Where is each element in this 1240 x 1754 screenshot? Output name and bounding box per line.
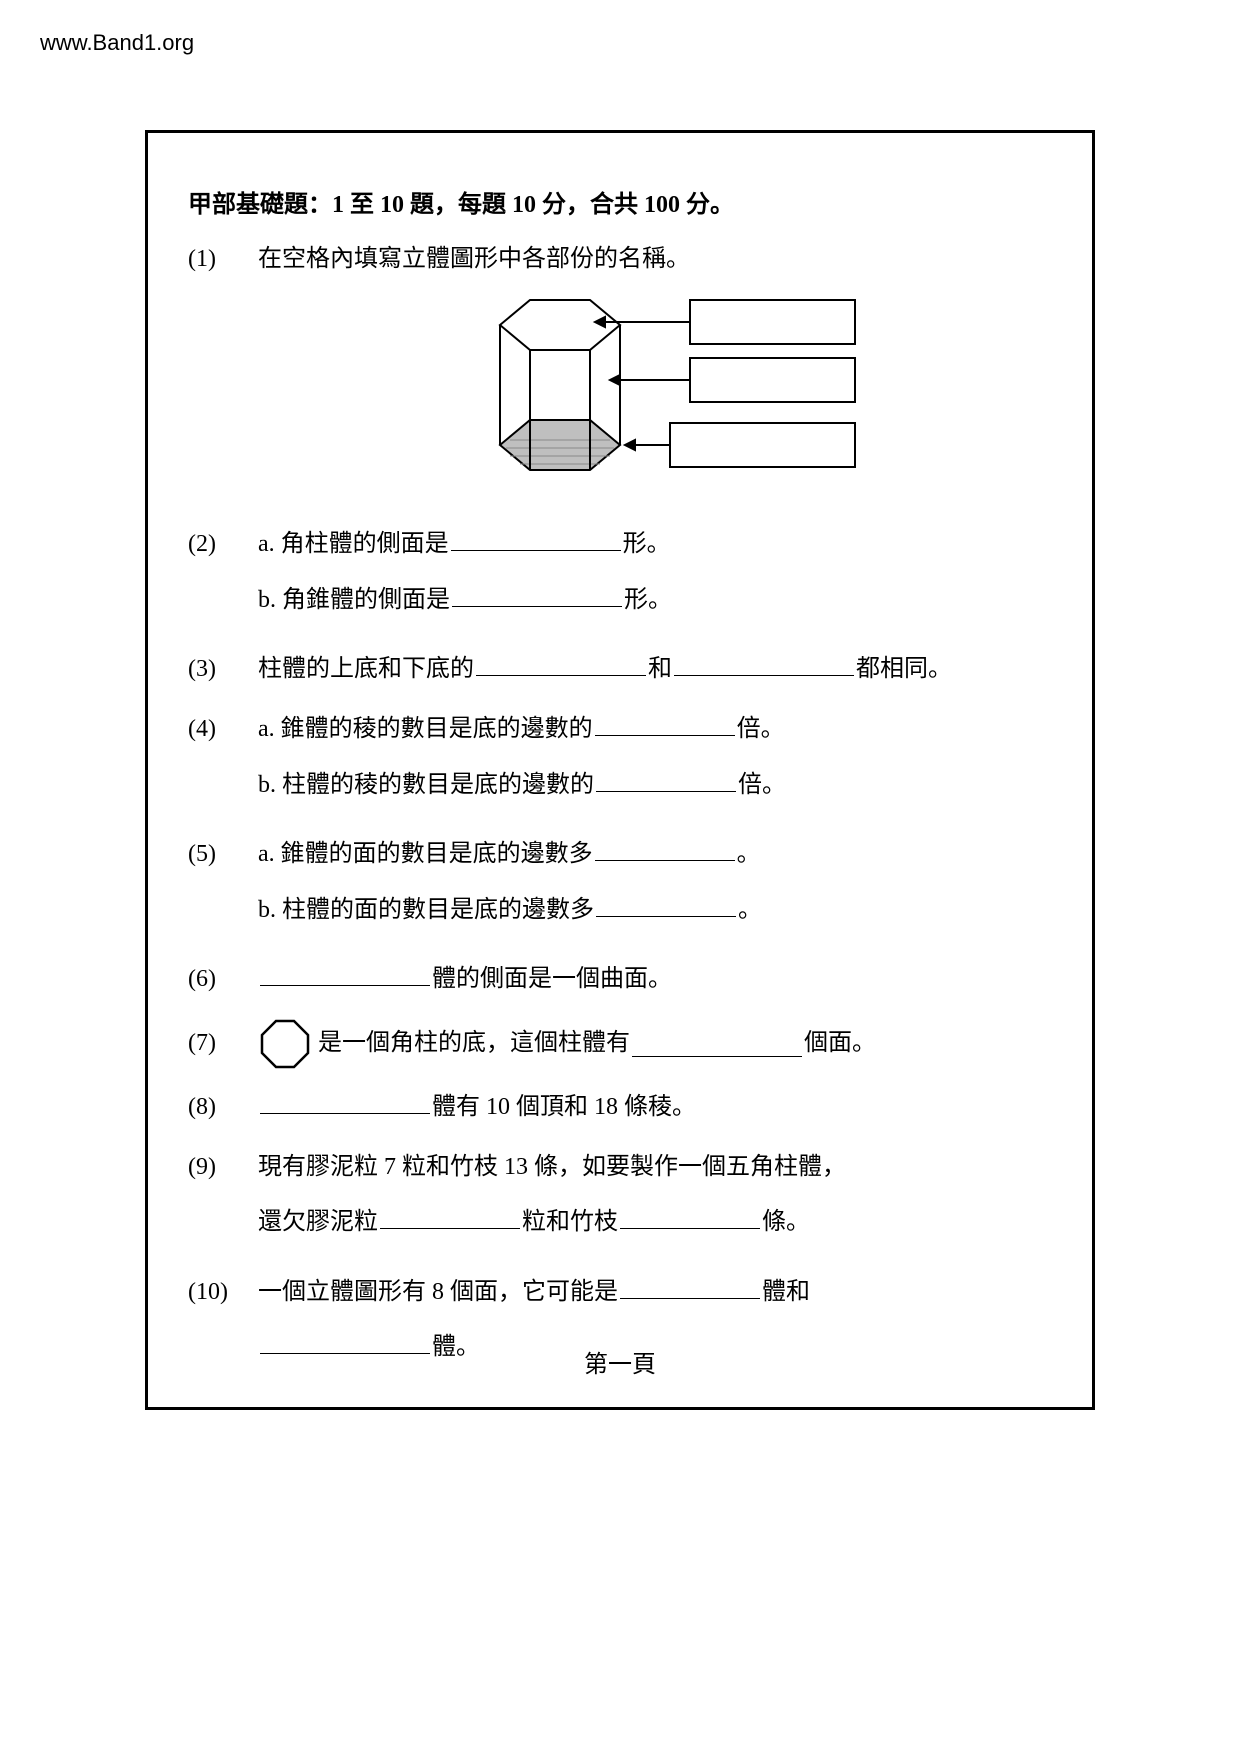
- q5b-post: 。: [738, 897, 762, 923]
- q2a-post: 形。: [623, 531, 671, 557]
- q6-post: 體的側面是一個曲面。: [432, 966, 672, 992]
- q2a-blank[interactable]: [451, 525, 621, 551]
- q1-text: 在空格內填寫立體圖形中各部份的名稱。: [258, 237, 1052, 283]
- q1-diagram: [258, 290, 1052, 490]
- q4a-pre: a. 錐體的稜的數目是底的邊數的: [258, 716, 593, 742]
- worksheet-frame: 甲部基礎題：1 至 10 題，每題 10 分，合共 100 分。 (1) 在空格…: [145, 130, 1095, 1410]
- question-6: (6) 體的側面是一個曲面。: [188, 957, 1052, 1003]
- q6-number: (6): [188, 957, 258, 1003]
- q5a: a. 錐體的面的數目是底的邊數多 。: [258, 832, 1052, 878]
- header-url: www.Band1.org: [40, 30, 194, 56]
- q4b-blank[interactable]: [596, 765, 736, 791]
- q7-number: (7): [188, 1021, 258, 1067]
- q2a: a. 角柱體的側面是 形。: [258, 522, 1052, 568]
- q7-blank[interactable]: [632, 1031, 802, 1057]
- q8-post: 體有 10 個頂和 18 條稜。: [432, 1094, 696, 1120]
- q4b: b. 柱體的稜的數目是底的邊數的 倍。: [258, 763, 1052, 809]
- question-3: (3) 柱體的上底和下底的 和 都相同。: [188, 647, 1052, 693]
- question-1: (1) 在空格內填寫立體圖形中各部份的名稱。: [188, 237, 1052, 509]
- q4a: a. 錐體的稜的數目是底的邊數的 倍。: [258, 707, 1052, 753]
- q5-number: (5): [188, 832, 258, 878]
- q9-blank-2[interactable]: [620, 1203, 760, 1229]
- q5a-blank[interactable]: [595, 835, 735, 861]
- q3-pre: 柱體的上底和下底的: [258, 656, 474, 682]
- question-4: (4) a. 錐體的稜的數目是底的邊數的倍。 b. 柱體的稜的數目是底的邊數的倍…: [188, 707, 1052, 818]
- q5a-post: 。: [737, 841, 761, 867]
- q4a-post: 倍。: [737, 716, 785, 742]
- q3-blank-2[interactable]: [674, 650, 854, 676]
- q8-number: (8): [188, 1085, 258, 1131]
- question-7: (7) 是一個角柱的底，這個柱體有 個面。: [188, 1017, 1052, 1071]
- q3-mid: 和: [648, 656, 672, 682]
- q10-line1-post: 體和: [762, 1279, 810, 1305]
- q3-post: 都相同。: [856, 656, 952, 682]
- label-box-top[interactable]: [690, 300, 855, 344]
- octagon-icon: [258, 1017, 312, 1071]
- q2b-blank[interactable]: [452, 580, 622, 606]
- q9-line2-pre: 還欠膠泥粒: [258, 1209, 378, 1235]
- q5b: b. 柱體的面的數目是底的邊數多 。: [258, 888, 1052, 934]
- q4a-blank[interactable]: [595, 710, 735, 736]
- q10-line1: 一個立體圖形有 8 個面，它可能是 體和: [258, 1270, 1052, 1316]
- question-8: (8) 體有 10 個頂和 18 條稜。: [188, 1085, 1052, 1131]
- q8-blank[interactable]: [260, 1088, 430, 1114]
- q6-blank[interactable]: [260, 960, 430, 986]
- q2b: b. 角錐體的側面是 形。: [258, 578, 1052, 624]
- q3-number: (3): [188, 647, 258, 693]
- q9-number: (9): [188, 1145, 258, 1191]
- q7-post: 個面。: [804, 1021, 876, 1067]
- q10-line1-pre: 一個立體圖形有 8 個面，它可能是: [258, 1279, 618, 1305]
- section-title: 甲部基礎題：1 至 10 題，每題 10 分，合共 100 分。: [188, 183, 1052, 229]
- q9-line2-mid: 粒和竹枝: [522, 1209, 618, 1235]
- q2a-pre: a. 角柱體的側面是: [258, 531, 449, 557]
- question-9: (9) 現有膠泥粒 7 粒和竹枝 13 條，如要製作一個五角柱體， 還欠膠泥粒 粒…: [188, 1145, 1052, 1256]
- q9-blank-1[interactable]: [380, 1203, 520, 1229]
- q5b-blank[interactable]: [596, 890, 736, 916]
- q4b-pre: b. 柱體的稜的數目是底的邊數的: [258, 772, 594, 798]
- q2b-post: 形。: [624, 587, 672, 613]
- q3-blank-1[interactable]: [476, 650, 646, 676]
- q10-blank-1[interactable]: [620, 1272, 760, 1298]
- q2b-pre: b. 角錐體的側面是: [258, 587, 450, 613]
- q5b-pre: b. 柱體的面的數目是底的邊數多: [258, 897, 594, 923]
- question-5: (5) a. 錐體的面的數目是底的邊數多。 b. 柱體的面的數目是底的邊數多。: [188, 832, 1052, 943]
- q9-line2-post: 條。: [762, 1209, 810, 1235]
- q1-number: (1): [188, 237, 258, 283]
- q10-number: (10): [188, 1270, 258, 1316]
- prism-bottom-face: [500, 420, 620, 470]
- page-footer: 第一頁: [148, 1343, 1092, 1389]
- q4b-post: 倍。: [738, 772, 786, 798]
- q9-line1: 現有膠泥粒 7 粒和竹枝 13 條，如要製作一個五角柱體，: [258, 1145, 1052, 1191]
- q2-number: (2): [188, 522, 258, 568]
- q9-line2: 還欠膠泥粒 粒和竹枝 條。: [258, 1200, 1052, 1246]
- q4-number: (4): [188, 707, 258, 753]
- q7-pre: 是一個角柱的底，這個柱體有: [318, 1021, 630, 1067]
- label-box-bottom[interactable]: [670, 423, 855, 467]
- q5a-pre: a. 錐體的面的數目是底的邊數多: [258, 841, 593, 867]
- label-box-middle[interactable]: [690, 358, 855, 402]
- question-2: (2) a. 角柱體的側面是形。 b. 角錐體的側面是形。: [188, 522, 1052, 633]
